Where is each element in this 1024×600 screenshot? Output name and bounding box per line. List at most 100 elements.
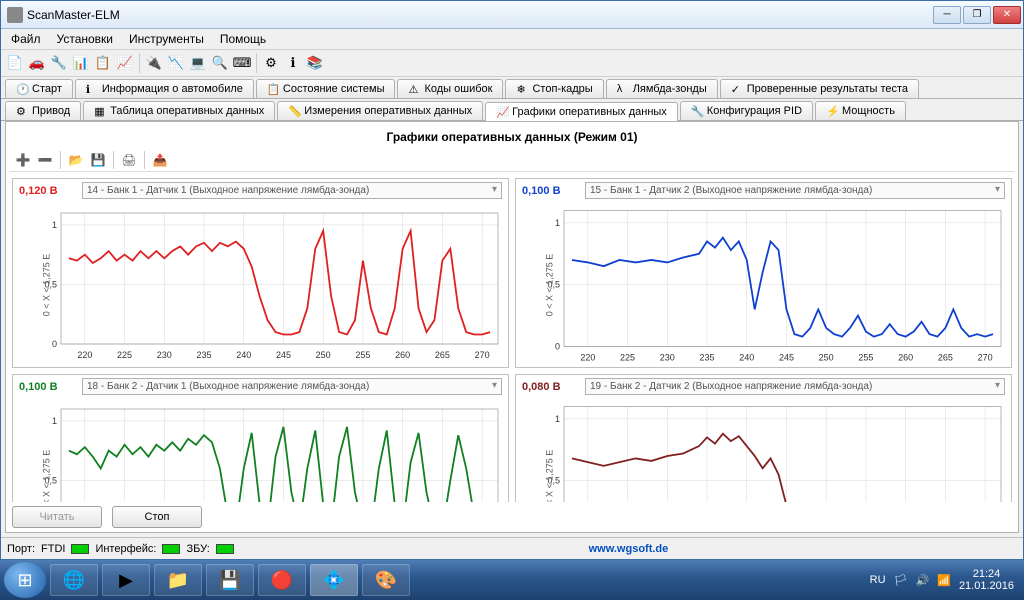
tray-time[interactable]: 21:24 <box>959 568 1014 580</box>
remove-chart-icon[interactable]: ➖ <box>36 151 54 169</box>
start-button[interactable]: ⊞ <box>4 562 46 598</box>
tab-results[interactable]: ✓Проверенные результаты теста <box>720 79 919 98</box>
svg-text:265: 265 <box>435 350 450 360</box>
tb-icon-6[interactable]: 📈 <box>115 53 135 73</box>
svg-text:225: 225 <box>620 353 635 363</box>
tab-table[interactable]: ▦Таблица оперативных данных <box>83 101 275 120</box>
task-paint[interactable]: 🎨 <box>362 564 410 596</box>
chart-panel-1: 0,120 В 14 - Банк 1 - Датчик 1 (Выходное… <box>12 178 509 368</box>
status-url[interactable]: www.wgsoft.de <box>240 543 1017 555</box>
restore-button[interactable]: ❐ <box>963 6 991 24</box>
menu-file[interactable]: Файл <box>5 30 47 48</box>
svg-text:1: 1 <box>52 220 57 230</box>
pid-icon: 🔧 <box>691 105 703 117</box>
tab-start[interactable]: 🕐Старт <box>5 79 73 98</box>
chart-1-select[interactable]: 14 - Банк 1 - Датчик 1 (Выходное напряже… <box>82 182 502 199</box>
tb-icon-1[interactable]: 📄 <box>5 53 25 73</box>
tab-system[interactable]: 📋Состояние системы <box>256 79 396 98</box>
svg-text:0: 0 <box>555 342 560 352</box>
frames-icon: ❄ <box>516 83 528 95</box>
chart-panel-4: 0,080 В 19 - Банк 2 - Датчик 2 (Выходное… <box>515 374 1012 502</box>
tab-lambda[interactable]: λЛямбда-зонды <box>606 79 718 98</box>
print-icon[interactable]: 🖨 <box>120 151 138 169</box>
task-ie[interactable]: 🌐 <box>50 564 98 596</box>
menu-tools[interactable]: Инструменты <box>123 30 210 48</box>
tb-icon-13[interactable]: ℹ <box>283 53 303 73</box>
tab-meas[interactable]: 📏Измерения оперативных данных <box>277 101 483 120</box>
statusbar: Порт: FTDI Интерфейс: ЗБУ: www.wgsoft.de <box>1 537 1023 559</box>
meas-icon: 📏 <box>288 105 300 117</box>
chart-2-select[interactable]: 15 - Банк 1 - Датчик 2 (Выходное напряже… <box>585 182 1005 199</box>
close-button[interactable]: ✕ <box>993 6 1021 24</box>
power-icon: ⚡ <box>826 105 838 117</box>
tray-lang[interactable]: RU <box>870 574 886 586</box>
svg-text:255: 255 <box>355 350 370 360</box>
svg-text:250: 250 <box>819 353 834 363</box>
ftdi-led <box>71 544 89 554</box>
tab-info[interactable]: ℹИнформация о автомобиле <box>75 79 254 98</box>
export-icon[interactable]: 📤 <box>151 151 169 169</box>
save-icon[interactable]: 💾 <box>89 151 107 169</box>
menu-help[interactable]: Помощь <box>214 30 272 48</box>
svg-text:235: 235 <box>700 353 715 363</box>
chart-1-svg: 22022523023524024525025526026527000,51 <box>13 202 508 367</box>
chart-1-ylabel: 0 < X < 1,275 E <box>41 253 51 316</box>
task-chrome[interactable]: 🔴 <box>258 564 306 596</box>
tray-flag-icon[interactable]: 🏳 <box>894 574 908 587</box>
tray-date[interactable]: 21.01.2016 <box>959 580 1014 592</box>
tb-icon-8[interactable]: 📉 <box>166 53 186 73</box>
tb-icon-11[interactable]: ⌨ <box>232 53 252 73</box>
tb-icon-4[interactable]: 📊 <box>71 53 91 73</box>
svg-text:230: 230 <box>157 350 172 360</box>
tb-icon-14[interactable]: 📚 <box>305 53 325 73</box>
task-scanmaster[interactable]: 💠 <box>310 564 358 596</box>
tab-frames[interactable]: ❄Стоп-кадры <box>505 79 603 98</box>
status-port-label: Порт: <box>7 543 35 555</box>
tb-icon-7[interactable]: 🔌 <box>144 53 164 73</box>
svg-text:260: 260 <box>395 350 410 360</box>
task-explorer[interactable]: 📁 <box>154 564 202 596</box>
tab-codes[interactable]: ⚠Коды ошибок <box>397 79 503 98</box>
tb-icon-9[interactable]: 💻 <box>188 53 208 73</box>
svg-text:270: 270 <box>978 353 993 363</box>
taskbar[interactable]: ⊞ 🌐 ▶ 📁 💾 🔴 💠 🎨 RU 🏳 🔊 📶 21:24 21.01.201… <box>0 560 1024 600</box>
svg-text:250: 250 <box>316 350 331 360</box>
drive-icon: ⚙ <box>16 105 28 117</box>
tb-icon-5[interactable]: 📋 <box>93 53 113 73</box>
chart-4-select[interactable]: 19 - Банк 2 - Датчик 2 (Выходное напряже… <box>585 378 1005 395</box>
tab-power[interactable]: ⚡Мощность <box>815 101 906 120</box>
svg-text:220: 220 <box>77 350 92 360</box>
tab-graphs[interactable]: 📈Графики оперативных данных <box>485 102 678 121</box>
chart-3-value: 0,100 В <box>19 381 74 393</box>
stop-button[interactable]: Стоп <box>112 506 202 528</box>
chart-2-svg: 22022523023524024525025526026527000,51 <box>516 202 1011 367</box>
svg-text:245: 245 <box>276 350 291 360</box>
open-icon[interactable]: 📂 <box>67 151 85 169</box>
svg-text:270: 270 <box>475 350 490 360</box>
system-tray[interactable]: RU 🏳 🔊 📶 21:24 21.01.2016 <box>870 568 1020 592</box>
graphs-icon: 📈 <box>496 106 508 118</box>
add-chart-icon[interactable]: ➕ <box>14 151 32 169</box>
tb-icon-2[interactable]: 🚗 <box>27 53 47 73</box>
minimize-button[interactable]: ─ <box>933 6 961 24</box>
svg-text:240: 240 <box>739 353 754 363</box>
table-icon: ▦ <box>94 105 106 117</box>
svg-text:1: 1 <box>555 218 560 228</box>
status-iface-label: Интерфейс: <box>95 543 156 555</box>
tray-network-icon[interactable]: 📶 <box>937 574 951 587</box>
tab-pid[interactable]: 🔧Конфигурация PID <box>680 101 813 120</box>
status-ftdi-label: FTDI <box>41 543 65 555</box>
tray-volume-icon[interactable]: 🔊 <box>916 574 930 587</box>
tab-row-1: 🕐Старт ℹИнформация о автомобиле 📋Состоян… <box>1 77 1023 99</box>
titlebar[interactable]: ScanMaster-ELM ─ ❐ ✕ <box>1 1 1023 29</box>
chart-3-select[interactable]: 18 - Банк 2 - Датчик 1 (Выходное напряже… <box>82 378 502 395</box>
task-save[interactable]: 💾 <box>206 564 254 596</box>
tb-icon-12[interactable]: ⚙ <box>261 53 281 73</box>
tb-icon-3[interactable]: 🔧 <box>49 53 69 73</box>
tab-drive[interactable]: ⚙Привод <box>5 101 81 120</box>
read-button[interactable]: Читать <box>12 506 102 528</box>
svg-text:1: 1 <box>555 414 560 424</box>
menu-setup[interactable]: Установки <box>51 30 119 48</box>
task-media[interactable]: ▶ <box>102 564 150 596</box>
tb-icon-10[interactable]: 🔍 <box>210 53 230 73</box>
